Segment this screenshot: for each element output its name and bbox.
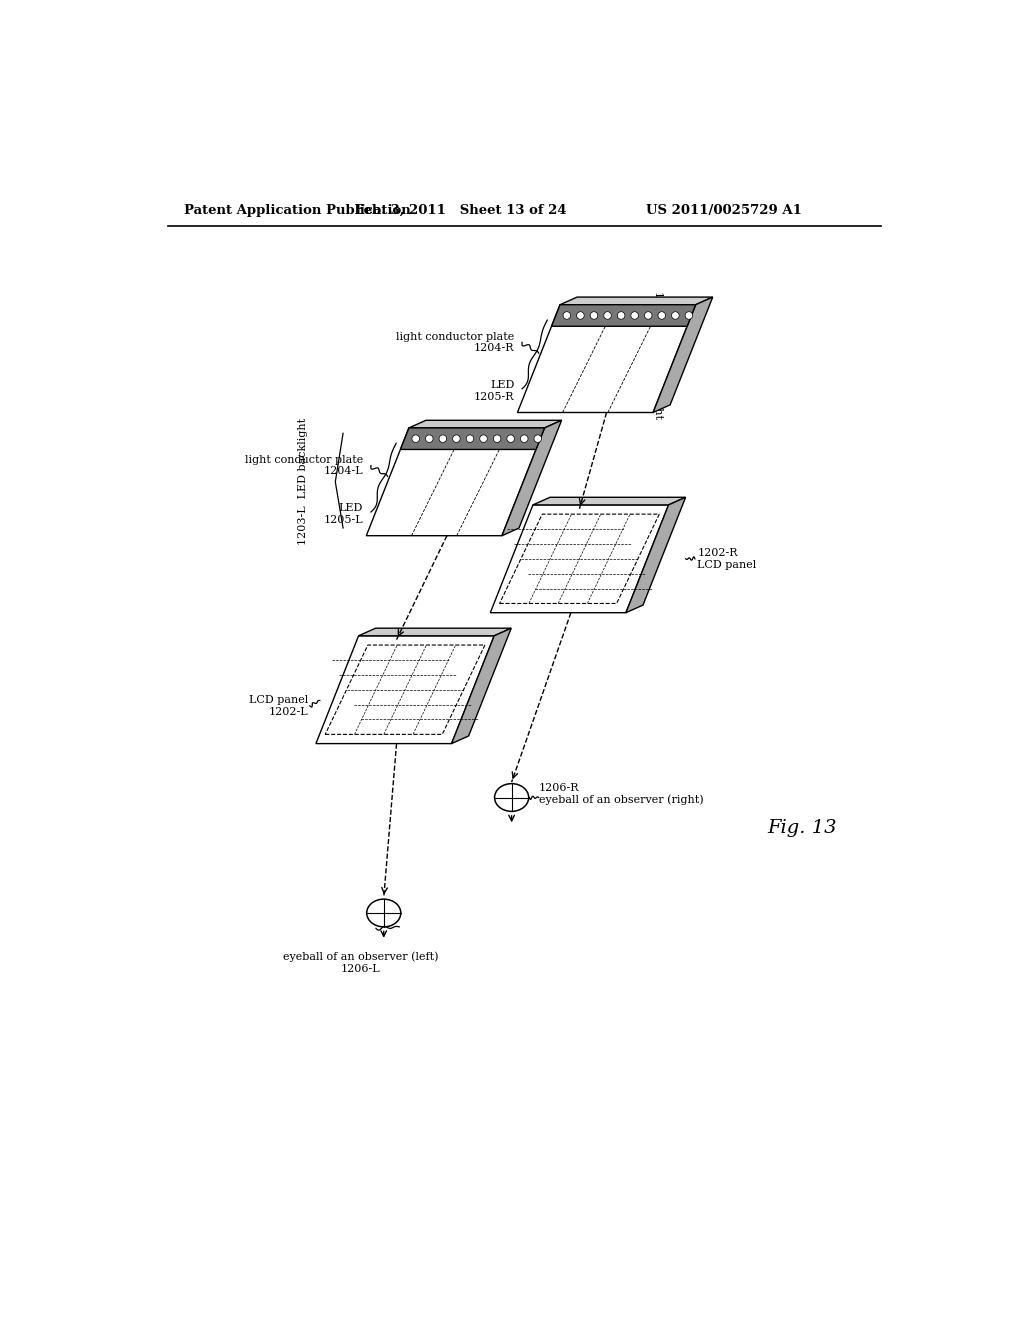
Circle shape (507, 434, 514, 442)
Text: light conductor plate
1204-L: light conductor plate 1204-L (245, 455, 364, 477)
Polygon shape (367, 428, 545, 536)
Text: Fig. 13: Fig. 13 (768, 820, 837, 837)
Circle shape (439, 434, 446, 442)
Circle shape (563, 312, 570, 319)
Polygon shape (532, 498, 686, 506)
Circle shape (426, 434, 433, 442)
Ellipse shape (495, 784, 528, 812)
Polygon shape (653, 297, 713, 412)
Circle shape (534, 434, 542, 442)
Circle shape (479, 434, 487, 442)
Text: LCD panel
1202-L: LCD panel 1202-L (249, 696, 308, 717)
Text: 1202-R
LCD panel: 1202-R LCD panel (697, 548, 757, 570)
Text: 1206-R
eyeball of an observer (right): 1206-R eyeball of an observer (right) (539, 783, 703, 805)
Circle shape (466, 434, 474, 442)
Circle shape (658, 312, 666, 319)
Polygon shape (517, 305, 695, 412)
Text: 1203-R  LED backlight: 1203-R LED backlight (652, 292, 663, 420)
Circle shape (453, 434, 460, 442)
Circle shape (590, 312, 598, 319)
Circle shape (577, 312, 585, 319)
Circle shape (412, 434, 420, 442)
Text: Patent Application Publication: Patent Application Publication (183, 205, 411, 218)
Circle shape (672, 312, 679, 319)
Circle shape (644, 312, 652, 319)
Polygon shape (400, 428, 545, 449)
Text: US 2011/0025729 A1: US 2011/0025729 A1 (646, 205, 802, 218)
Polygon shape (502, 420, 561, 536)
Text: light conductor plate
1204-R: light conductor plate 1204-R (396, 331, 514, 354)
Polygon shape (316, 636, 495, 743)
Circle shape (494, 434, 501, 442)
Polygon shape (552, 305, 695, 326)
Polygon shape (626, 498, 686, 612)
Circle shape (617, 312, 625, 319)
Text: eyeball of an observer (left)
1206-L: eyeball of an observer (left) 1206-L (283, 952, 438, 974)
Polygon shape (560, 297, 713, 305)
Polygon shape (358, 628, 511, 636)
Polygon shape (452, 628, 511, 743)
Text: LED
1205-L: LED 1205-L (324, 503, 364, 525)
Circle shape (685, 312, 692, 319)
Circle shape (604, 312, 611, 319)
Polygon shape (409, 420, 561, 428)
Circle shape (520, 434, 528, 442)
Ellipse shape (367, 899, 400, 927)
Polygon shape (490, 506, 669, 612)
Text: 1203-L  LED backlight: 1203-L LED backlight (298, 418, 308, 545)
Text: LED
1205-R: LED 1205-R (474, 380, 514, 401)
Text: Feb. 3, 2011   Sheet 13 of 24: Feb. 3, 2011 Sheet 13 of 24 (355, 205, 567, 218)
Circle shape (631, 312, 638, 319)
